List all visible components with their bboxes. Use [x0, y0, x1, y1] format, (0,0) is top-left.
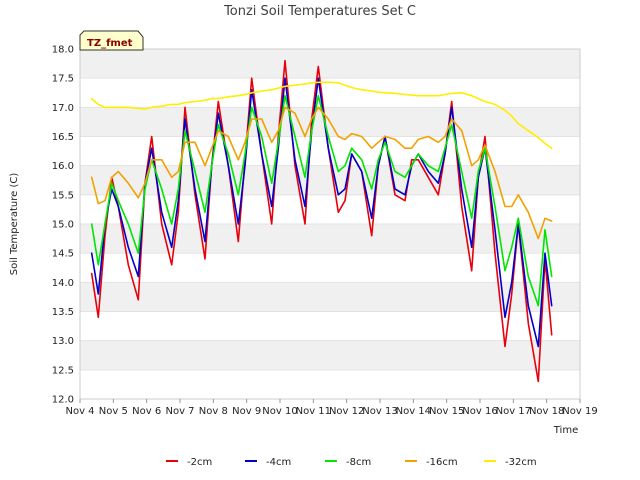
series-line-32cm — [90, 81, 553, 149]
x-tick-label: Nov 6 — [132, 406, 161, 417]
x-tick-label: Nov 8 — [199, 406, 228, 417]
y-tick-label: 16.0 — [52, 161, 74, 172]
tz-fmet-badge: TZ_fmet — [79, 30, 144, 51]
x-axis-label: Time — [553, 425, 578, 436]
y-tick-label: 15.0 — [52, 220, 74, 231]
x-tick-label: Nov 18 — [529, 406, 564, 417]
y-axis-label: Soil Temperature (C) — [9, 173, 20, 276]
legend-label: -32cm — [505, 457, 537, 468]
y-tick-label: 12.5 — [52, 365, 74, 376]
x-tick-label: Nov 7 — [165, 406, 194, 417]
x-tick-label: Nov 10 — [262, 406, 297, 417]
y-tick-label: 15.5 — [52, 190, 74, 201]
legend-label: -4cm — [266, 457, 291, 468]
x-tick-label: Nov 14 — [396, 406, 431, 417]
series-line-8cm — [90, 94, 553, 307]
x-tick-label: Nov 16 — [462, 406, 497, 417]
legend-label: -16cm — [426, 457, 458, 468]
x-tick-label: Nov 12 — [329, 406, 364, 417]
y-tick-labels: 12.0 12.5 13.0 13.5 14.0 14.5 15.0 15.5 16.0 16.5… — [52, 45, 74, 406]
plot-band — [80, 282, 580, 312]
chart-title: Tonzi Soil Temperatures Set C — [223, 4, 416, 19]
x-tick-label: Nov 9 — [232, 406, 261, 417]
legend-label: -2cm — [187, 457, 212, 468]
y-tick-label: 18.0 — [52, 45, 74, 56]
plot-band — [80, 340, 580, 370]
x-tick-label: Nov 13 — [362, 406, 397, 417]
legend-label: -8cm — [346, 457, 371, 468]
y-tick-label: 17.5 — [52, 74, 74, 85]
x-tick-labels: Nov 4 Nov 5 Nov 6 Nov 7 Nov 8 Nov 9 Nov 10Nov … — [65, 399, 598, 417]
x-tick-label: Nov 11 — [296, 406, 331, 417]
badge-box — [79, 30, 144, 51]
x-tick-label: Nov 5 — [99, 406, 128, 417]
plot-band — [80, 224, 580, 254]
badge-label: TZ_fmet — [87, 38, 133, 49]
plot-band — [80, 311, 580, 341]
plot-frame — [79, 48, 581, 400]
series-line-4cm — [90, 77, 553, 348]
x-tick-label: Nov 15 — [429, 406, 464, 417]
plot-band — [80, 194, 580, 224]
y-tick-label: 17.0 — [52, 103, 74, 114]
x-tick-label: Nov 4 — [65, 406, 94, 417]
x-tick-label: Nov 17 — [496, 406, 531, 417]
plot-band — [80, 165, 580, 195]
y-tick-label: 14.5 — [52, 249, 74, 260]
plot-band — [80, 369, 580, 399]
plot-band — [80, 49, 580, 79]
y-tick-label: 12.0 — [52, 395, 74, 406]
series-lines — [90, 59, 553, 383]
series-line-16cm — [90, 106, 553, 240]
x-tick-label: Nov 19 — [562, 406, 597, 417]
y-tick-label: 16.5 — [52, 132, 74, 143]
y-tick-label: 13.5 — [52, 307, 74, 318]
y-tick-label: 13.0 — [52, 336, 74, 347]
y-tick-label: 14.0 — [52, 278, 74, 289]
legend: -2cm -4cm -8cm -16cm -32cm — [166, 457, 537, 468]
